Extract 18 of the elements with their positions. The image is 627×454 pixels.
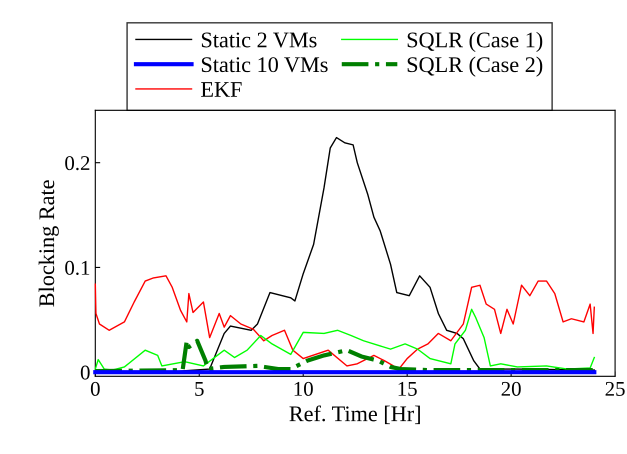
legend-label: Static 2 VMs xyxy=(202,32,317,48)
y-tick-label: 0.1 xyxy=(65,260,90,275)
x-tick-label: 0 xyxy=(90,382,100,396)
y-tick-label: 0.2 xyxy=(65,156,90,170)
line-series xyxy=(94,275,595,370)
x-tick-label: 10 xyxy=(294,382,313,396)
x-tick-label: 15 xyxy=(398,382,417,396)
x-tick-label: 5 xyxy=(195,382,204,396)
x-tick-label: 25 xyxy=(606,382,625,396)
legend-label: EKF xyxy=(201,82,242,97)
y-axis-title: Blocking Rate xyxy=(38,180,59,307)
x-axis-title: Ref. Time [Hr] xyxy=(289,405,420,424)
x-tick-label: 20 xyxy=(502,382,521,396)
legend-label: Static 10 VMs xyxy=(202,57,328,72)
line-series xyxy=(94,308,595,371)
legend-label: SQLR (Case 1) xyxy=(408,32,542,52)
legend-label: SQLR (Case 2) xyxy=(408,56,542,77)
y-tick-label: 0 xyxy=(80,366,90,380)
